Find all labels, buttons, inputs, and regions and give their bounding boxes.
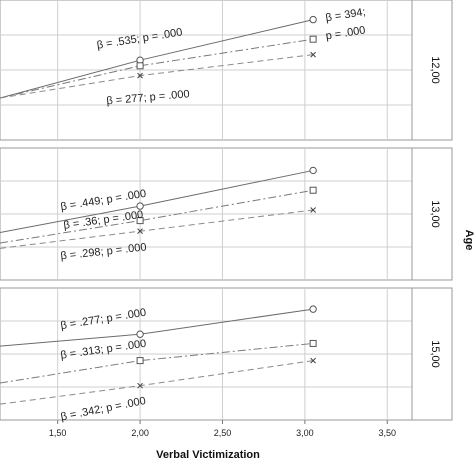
marker-circle	[309, 166, 317, 175]
x-axis: 1,50 2,00 2,50 3,00 3,50	[49, 420, 396, 438]
marker-circle	[309, 305, 317, 313]
x-axis-label: Verbal Victimization	[156, 449, 260, 461]
x-tick-label: 3,50	[379, 428, 397, 438]
x-tick-label: 2,50	[214, 428, 232, 438]
marker-x	[310, 357, 316, 364]
x-tick-label: 2,00	[131, 428, 149, 438]
facet-strip-box	[411, 0, 453, 141]
marker-circle	[136, 202, 144, 210]
marker-circle	[309, 15, 317, 24]
marker-square	[309, 186, 317, 194]
facet-label: 12,00	[429, 56, 441, 84]
marker-x	[137, 382, 143, 389]
marker-square	[309, 339, 317, 347]
marker-square	[136, 357, 144, 365]
marker-x	[310, 51, 316, 58]
facet-label: 15,00	[429, 340, 441, 368]
marker-x	[137, 72, 143, 79]
marker-square	[309, 35, 317, 43]
series-line-square	[0, 38, 314, 99]
marker-x	[137, 228, 143, 235]
x-tick-label: 3,00	[296, 428, 314, 438]
x-tick-label: 1,50	[49, 428, 67, 438]
facet-strip-box	[411, 287, 453, 421]
facet-strip-box	[411, 147, 453, 281]
series-line-square	[0, 189, 314, 244]
facet-strip: 12,00 13,00 15,00	[411, 0, 453, 421]
facet-title: Age	[463, 230, 474, 251]
facet-label: 13,00	[429, 200, 441, 228]
marker-circle	[136, 330, 144, 338]
series-line-square	[0, 342, 314, 384]
marker-square	[136, 217, 144, 225]
marker-x	[310, 207, 316, 213]
marker-square	[136, 62, 144, 70]
